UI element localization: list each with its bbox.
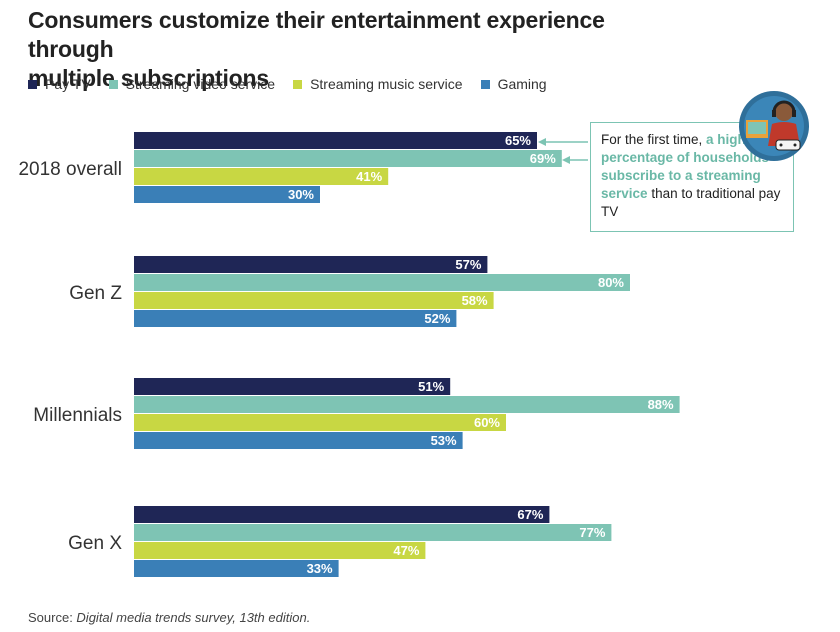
data-label-streaming-video-gen-x: 77%: [579, 525, 605, 540]
data-label-gaming-gen-x: 33%: [307, 561, 333, 576]
callout-arrowhead-pay-tv: [538, 138, 546, 146]
bar-streaming-music-millennials: [134, 414, 506, 431]
callout-line-end: than to traditional pay TV: [601, 186, 781, 219]
chart-legend: Pay TV Streaming video service Streaming…: [28, 76, 547, 92]
source-note: Source: Digital media trends survey, 13t…: [28, 610, 310, 625]
data-label-streaming-video-millennials: 88%: [648, 397, 674, 412]
data-label-streaming-music-2018-overall: 41%: [356, 169, 382, 184]
bar-streaming-video-millennials: [134, 396, 680, 413]
legend-label-gaming: Gaming: [497, 76, 547, 92]
chart-title: Consumers customize their entertainment …: [28, 6, 668, 93]
legend-label-streaming-video: Streaming video service: [125, 76, 276, 92]
data-label-pay-tv-2018-overall: 65%: [505, 133, 531, 148]
data-label-streaming-video-2018-overall: 69%: [530, 151, 556, 166]
data-label-streaming-music-gen-x: 47%: [393, 543, 419, 558]
data-label-gaming-2018-overall: 30%: [288, 187, 314, 202]
legend-label-pay-tv: Pay TV: [45, 76, 91, 92]
bar-gaming-gen-z: [134, 310, 457, 327]
data-label-pay-tv-gen-z: 57%: [455, 257, 481, 272]
bar-pay-tv-2018-overall: [134, 132, 537, 149]
legend-item-streaming-video: Streaming video service: [108, 76, 276, 92]
category-label-2018-overall: 2018 overall: [18, 159, 122, 180]
source-text: Digital media trends survey, 13th editio…: [76, 610, 311, 625]
chart-title-line1: Consumers customize their entertainment …: [28, 7, 605, 62]
bar-streaming-music-gen-x: [134, 542, 426, 559]
legend-swatch-gaming: [480, 79, 490, 89]
bar-streaming-video-2018-overall: [134, 150, 562, 167]
legend-item-gaming: Gaming: [480, 76, 547, 92]
category-label-millennials: Millennials: [33, 405, 122, 426]
data-label-streaming-music-gen-z: 58%: [462, 293, 488, 308]
chart-title-line2: multiple subscriptions: [28, 65, 269, 91]
legend-swatch-streaming-video: [108, 79, 118, 89]
bar-gaming-2018-overall: [134, 186, 320, 203]
data-label-streaming-video-gen-z: 80%: [598, 275, 624, 290]
bar-pay-tv-millennials: [134, 378, 451, 395]
data-label-gaming-gen-z: 52%: [424, 311, 450, 326]
legend-item-streaming-music: Streaming music service: [293, 76, 463, 92]
bar-pay-tv-gen-x: [134, 506, 550, 523]
category-label-gen-x: Gen X: [68, 533, 122, 554]
category-label-gen-z: Gen Z: [69, 283, 122, 304]
source-prefix: Source:: [28, 610, 77, 625]
data-label-pay-tv-millennials: 51%: [418, 379, 444, 394]
legend-swatch-pay-tv: [28, 79, 37, 89]
bar-streaming-music-gen-z: [134, 292, 494, 309]
bar-streaming-video-gen-x: [134, 524, 612, 541]
bar-streaming-music-2018-overall: [134, 168, 389, 185]
person-with-headphones-and-gaming-controller-icon: [739, 91, 809, 161]
legend-label-streaming-music: Streaming music service: [310, 76, 463, 92]
data-label-gaming-millennials: 53%: [431, 433, 457, 448]
data-label-pay-tv-gen-x: 67%: [517, 507, 543, 522]
legend-swatch-streaming-music: [293, 79, 303, 89]
data-label-streaming-music-millennials: 60%: [474, 415, 500, 430]
bar-pay-tv-gen-z: [134, 256, 488, 273]
callout-arrowhead-streaming-video: [562, 156, 570, 164]
bar-streaming-video-gen-z: [134, 274, 630, 291]
callout-line1: For the first time,: [601, 132, 703, 147]
bar-gaming-millennials: [134, 432, 463, 449]
legend-item-pay-tv: Pay TV: [28, 76, 91, 92]
callout-highlight: a higher percentage of households subscr…: [601, 132, 770, 201]
bar-gaming-gen-x: [134, 560, 339, 577]
